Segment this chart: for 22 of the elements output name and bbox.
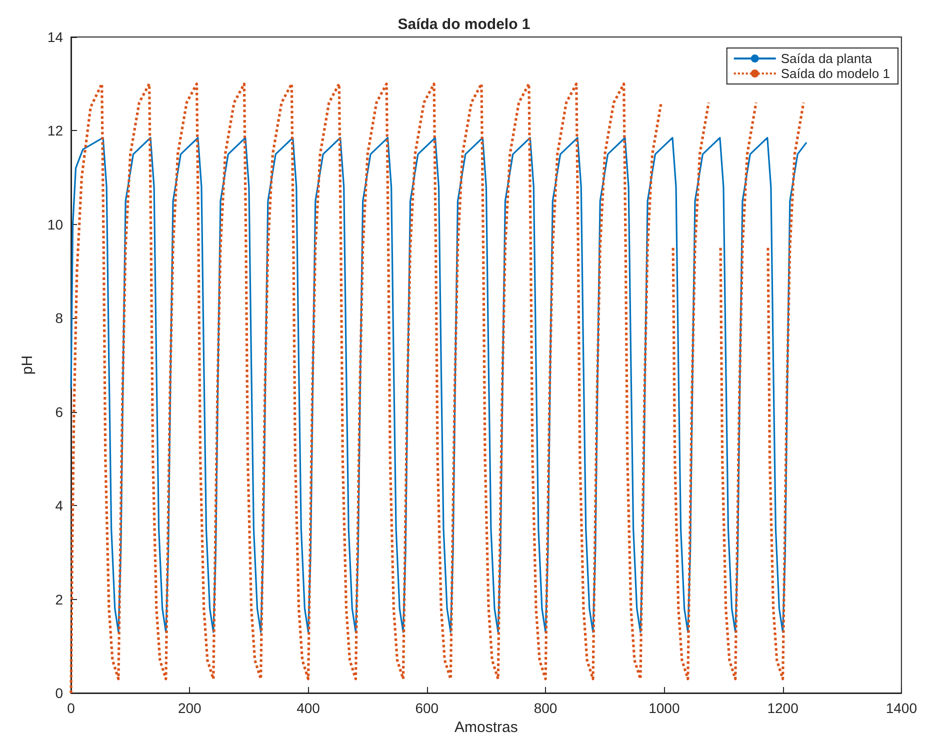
x-tick-label: 400 — [296, 700, 320, 716]
y-axis-title: pH — [19, 355, 36, 375]
x-axis-title: Amostras — [454, 718, 518, 736]
x-tick-label: 1400 — [886, 700, 918, 716]
x-tick-label: 1000 — [648, 700, 680, 716]
y-tick-label: 0 — [55, 685, 64, 701]
chart-title: Saída do modelo 1 — [398, 16, 530, 33]
x-tick-label: 600 — [415, 700, 439, 716]
legend-label: Saída da planta — [780, 51, 873, 66]
y-tick-label: 10 — [47, 216, 64, 232]
x-tick-label: 1200 — [767, 700, 799, 716]
y-tick-label: 6 — [55, 404, 64, 420]
x-tick-label: 800 — [534, 700, 558, 716]
y-tick-label: 4 — [55, 498, 64, 514]
x-tick-label: 0 — [67, 700, 76, 716]
legend-label: Saída do modelo 1 — [780, 66, 890, 81]
y-tick-label: 2 — [55, 591, 64, 608]
y-tick-label: 12 — [47, 122, 64, 139]
x-tick-label: 200 — [178, 700, 202, 716]
line-series — [70, 136, 808, 633]
y-tick-label: 8 — [55, 310, 64, 326]
y-tick-label: 14 — [47, 29, 64, 45]
